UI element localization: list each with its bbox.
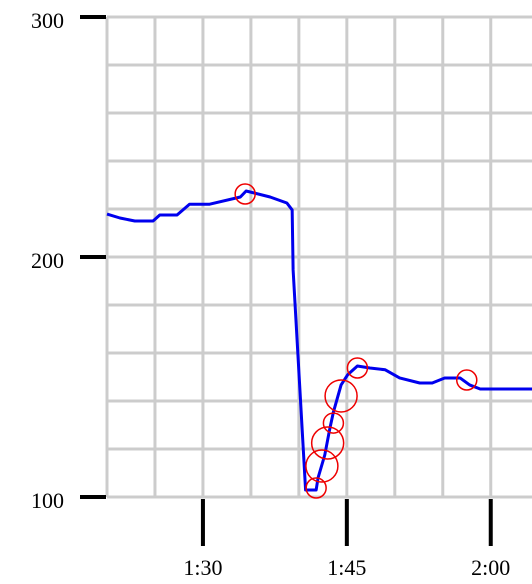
line <box>106 189 532 492</box>
y-tick-label: 200 <box>31 248 64 273</box>
y-tick-label: 100 <box>31 488 64 513</box>
marker <box>310 426 345 460</box>
y-tick-label: 300 <box>31 8 64 33</box>
marker <box>324 379 358 413</box>
marker <box>305 477 327 499</box>
x-tick-label: 1:30 <box>183 555 222 580</box>
x-tick-label: 1:45 <box>327 555 366 580</box>
marker <box>456 369 478 391</box>
marker <box>234 183 256 205</box>
marker <box>346 357 369 379</box>
marker <box>322 412 345 434</box>
marker <box>305 449 339 483</box>
x-tick-label: 2:00 <box>471 555 510 580</box>
